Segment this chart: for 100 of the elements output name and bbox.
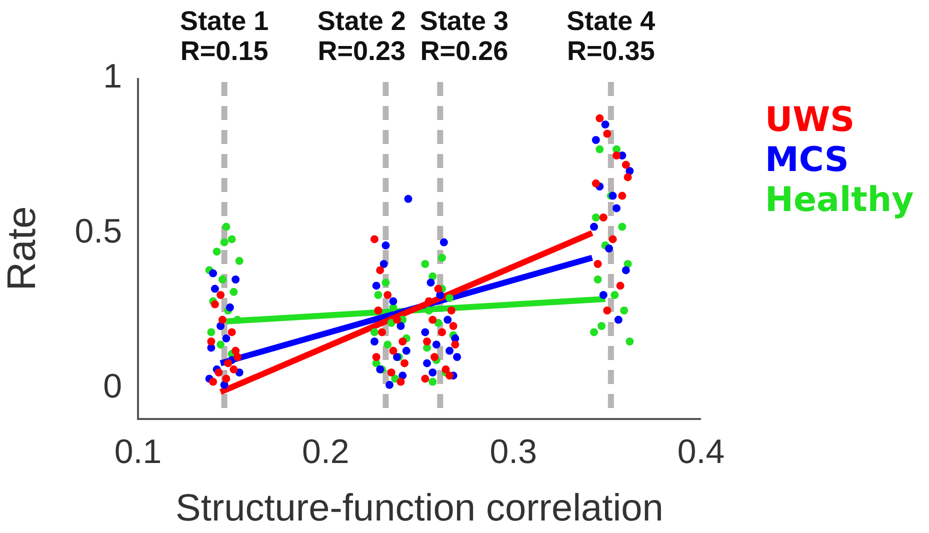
point: [592, 179, 600, 188]
point: [207, 328, 216, 336]
point: [432, 340, 440, 349]
point: [618, 222, 626, 231]
point: [216, 291, 225, 299]
point: [218, 276, 226, 284]
point: [610, 291, 619, 299]
point: [620, 306, 628, 314]
point: [214, 368, 223, 376]
point: [603, 306, 612, 314]
point: [592, 136, 600, 144]
point: [228, 328, 236, 336]
point: [601, 120, 610, 128]
y-tick-label: 1: [103, 57, 122, 96]
point: [382, 241, 390, 250]
point: [592, 214, 600, 222]
point: [449, 322, 458, 330]
text: Healthy: [765, 180, 914, 220]
point: [624, 260, 632, 268]
point: [232, 276, 240, 284]
point: [598, 322, 606, 330]
point: [207, 338, 216, 346]
point: [596, 114, 604, 122]
point: [447, 306, 456, 314]
point: [220, 380, 228, 389]
point: [599, 291, 608, 299]
point: [430, 353, 439, 361]
point: [594, 276, 602, 284]
point: [404, 194, 412, 203]
text: UWS: [765, 100, 856, 140]
point: [370, 338, 378, 346]
point: [209, 378, 218, 386]
point: [216, 322, 225, 330]
point: [400, 359, 408, 368]
point: [594, 260, 602, 268]
point: [622, 266, 630, 274]
point: [384, 291, 392, 299]
point: [444, 316, 452, 324]
point: [626, 338, 634, 346]
point: [622, 160, 630, 169]
point: [612, 204, 621, 212]
y-tick-label: 0: [103, 367, 122, 406]
point: [230, 288, 238, 296]
point: [220, 238, 228, 246]
point: [382, 278, 390, 287]
point: [428, 316, 437, 324]
point: [451, 340, 460, 349]
point: [421, 374, 430, 383]
point: [596, 145, 604, 154]
ref-line-label: State 3 R=0.26: [420, 6, 508, 66]
point: [210, 284, 219, 293]
point: [624, 173, 632, 182]
point: [385, 380, 394, 389]
point: [446, 294, 454, 302]
y-tick-label: 0.5: [74, 212, 122, 250]
point: [446, 372, 454, 380]
point: [216, 340, 225, 349]
point: [453, 353, 462, 361]
point: [210, 300, 219, 308]
point: [384, 340, 392, 349]
point: [608, 235, 617, 244]
point: [372, 282, 380, 290]
point: [222, 374, 230, 383]
x-tick-label: 0.1: [114, 432, 162, 471]
point: [618, 192, 626, 200]
point: [235, 256, 244, 265]
point: [446, 346, 454, 355]
point: [616, 282, 624, 290]
point: [387, 368, 396, 376]
point: [603, 130, 612, 138]
ref-line-label: State 2 R=0.23: [317, 6, 406, 66]
point: [428, 368, 437, 376]
point: [436, 291, 444, 299]
point: [402, 346, 410, 355]
point: [421, 260, 430, 268]
x-axis-title: Structure-function correlation: [176, 488, 664, 530]
point: [426, 278, 435, 287]
point: [233, 316, 242, 324]
point: [389, 297, 398, 306]
point: [224, 359, 232, 368]
point: [428, 378, 437, 386]
point: [233, 353, 242, 361]
point: [222, 334, 230, 342]
point: [398, 372, 407, 380]
point: [614, 316, 622, 324]
point: [442, 365, 450, 374]
point: [396, 378, 405, 386]
point: [423, 338, 432, 346]
point: [590, 328, 598, 336]
point: [222, 222, 230, 231]
point: [370, 235, 378, 244]
point: [370, 328, 378, 336]
x-tick-label: 0.3: [490, 432, 537, 471]
point: [398, 338, 407, 346]
point: [396, 322, 405, 330]
point: [434, 284, 442, 293]
point: [605, 244, 614, 252]
point: [389, 346, 398, 355]
point: [209, 269, 218, 278]
point: [590, 222, 598, 231]
